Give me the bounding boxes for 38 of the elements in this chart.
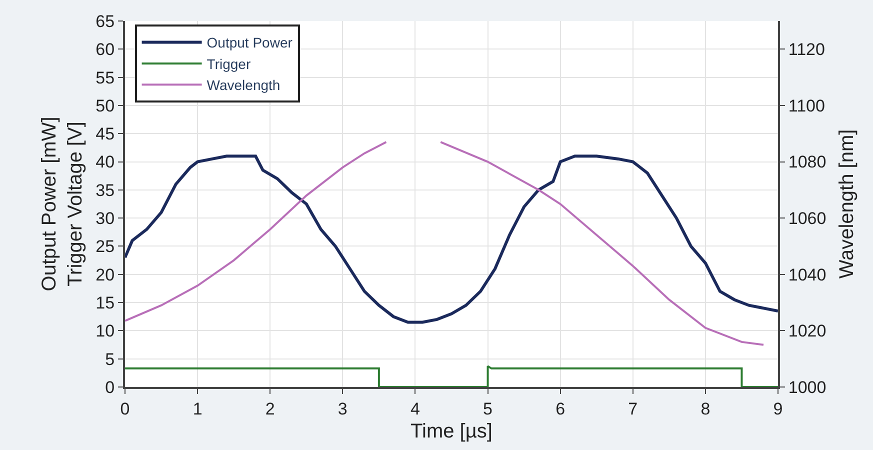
y-tick-label: 50 xyxy=(96,96,115,116)
x-tick-label: 7 xyxy=(628,399,638,418)
x-tick-label: 2 xyxy=(265,399,275,418)
y-tick-label: 35 xyxy=(96,180,115,200)
y-tick-label: 45 xyxy=(96,124,115,144)
y-tick-label: 30 xyxy=(96,209,115,228)
y-tick-label: 20 xyxy=(96,265,115,284)
x-tick-label: 1 xyxy=(192,399,202,418)
y-tick-label: 25 xyxy=(96,237,115,256)
x-tick-label: 3 xyxy=(338,399,348,418)
legend-label: Wavelength xyxy=(206,77,280,94)
y-tick-label: 55 xyxy=(96,68,115,88)
y2-tick-label: 1000 xyxy=(788,378,826,397)
x-tick-label: 6 xyxy=(556,399,566,418)
y2-tick-label: 1120 xyxy=(788,40,825,60)
line-series xyxy=(125,154,778,324)
legend-label: Trigger xyxy=(206,56,251,72)
y-tick-label: 0 xyxy=(105,378,115,397)
legend-label: Output Power xyxy=(206,34,293,51)
x-tick-label: 9 xyxy=(773,399,783,418)
y-tick-label: 60 xyxy=(96,40,115,60)
x-tick-label: 0 xyxy=(120,399,130,418)
y2-tick-label: 1040 xyxy=(788,265,826,284)
y-axis-title: Output Power [mW] Trigger Voltage [V] xyxy=(38,116,87,292)
x-axis-title: Time [µs] xyxy=(410,420,492,442)
y-tick-label: 65 xyxy=(96,12,115,31)
y2-tick-label: 1100 xyxy=(788,96,825,116)
x-tick-label: 4 xyxy=(410,399,420,418)
y2-tick-label: 1080 xyxy=(788,152,826,172)
y2-axis-title: Wavelength [nm] xyxy=(836,129,858,279)
y-tick-label: 15 xyxy=(96,293,115,312)
y-tick-label: 40 xyxy=(96,152,115,172)
y2-tick-label: 1020 xyxy=(788,322,826,341)
y-tick-label: 10 xyxy=(96,322,115,341)
y2-tick-label: 1060 xyxy=(788,209,826,228)
x-tick-label: 8 xyxy=(700,399,710,418)
x-tick-label: 5 xyxy=(483,399,493,418)
y-tick-label: 5 xyxy=(105,350,115,369)
